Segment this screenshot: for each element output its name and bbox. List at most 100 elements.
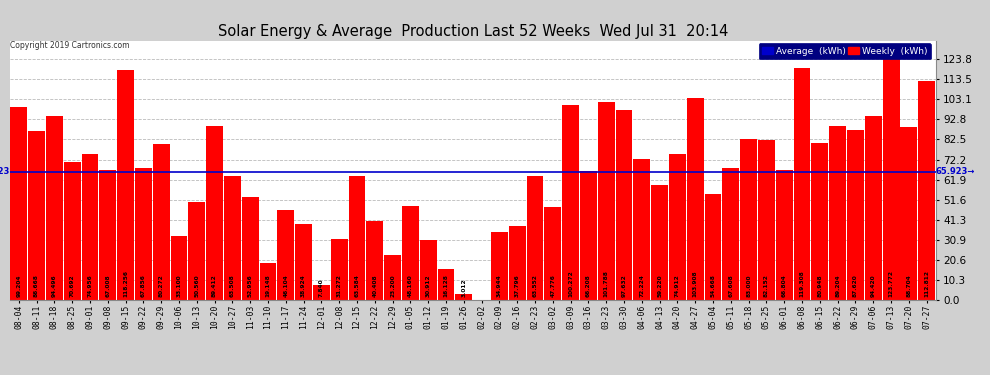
Bar [812, 142, 829, 300]
Text: 103.908: 103.908 [693, 270, 698, 297]
Text: 80.272: 80.272 [158, 274, 163, 297]
Text: 50.560: 50.560 [194, 274, 199, 297]
Text: 74.912: 74.912 [675, 274, 680, 297]
Bar [865, 116, 882, 300]
Bar [491, 232, 508, 300]
Text: 37.796: 37.796 [515, 274, 520, 297]
Bar [509, 226, 526, 300]
Text: 23.200: 23.200 [390, 274, 395, 297]
Text: 82.152: 82.152 [764, 274, 769, 297]
Legend: Average  (kWh), Weekly  (kWh): Average (kWh), Weekly (kWh) [758, 43, 931, 59]
Text: 80.948: 80.948 [818, 274, 823, 297]
Bar [259, 263, 276, 300]
Bar [741, 138, 757, 300]
Text: 47.776: 47.776 [550, 274, 555, 297]
Bar [651, 185, 668, 300]
Bar [242, 197, 258, 300]
Text: 46.104: 46.104 [283, 274, 288, 297]
Text: 86.668: 86.668 [34, 274, 39, 297]
Text: 87.620: 87.620 [853, 274, 858, 297]
Text: 38.924: 38.924 [301, 274, 306, 297]
Text: 31.272: 31.272 [337, 274, 342, 297]
Text: 67.856: 67.856 [141, 274, 146, 297]
Text: 89.412: 89.412 [212, 274, 217, 297]
Text: 7.840: 7.840 [319, 279, 324, 297]
Text: 101.788: 101.788 [604, 270, 609, 297]
Text: 54.668: 54.668 [711, 274, 716, 297]
Text: 52.956: 52.956 [248, 274, 252, 297]
Text: 83.000: 83.000 [746, 274, 751, 297]
Text: 88.704: 88.704 [907, 274, 912, 297]
Text: 48.160: 48.160 [408, 274, 413, 297]
Bar [847, 129, 864, 300]
Bar [295, 224, 312, 300]
Bar [224, 177, 241, 300]
Text: 30.912: 30.912 [426, 274, 431, 297]
Text: 94.496: 94.496 [51, 274, 56, 297]
Bar [634, 159, 650, 300]
Bar [152, 144, 169, 300]
Bar [438, 268, 454, 300]
Bar [544, 207, 561, 300]
Text: 112.812: 112.812 [924, 270, 930, 297]
Bar [562, 105, 579, 300]
Bar [366, 221, 383, 300]
Bar [527, 176, 544, 300]
Bar [794, 68, 811, 300]
Text: 119.308: 119.308 [800, 270, 805, 297]
Bar [687, 98, 704, 300]
Text: Copyright 2019 Cartronics.com: Copyright 2019 Cartronics.com [10, 41, 130, 50]
Bar [420, 240, 437, 300]
Bar [776, 170, 793, 300]
Bar [313, 285, 330, 300]
Bar [10, 107, 28, 300]
Bar [135, 168, 151, 300]
Text: 123.772: 123.772 [889, 270, 894, 297]
Bar [99, 170, 116, 300]
Text: 33.100: 33.100 [176, 274, 181, 297]
Bar [63, 162, 80, 300]
Bar [188, 202, 205, 300]
Bar [616, 110, 633, 300]
Text: 59.220: 59.220 [657, 274, 662, 297]
Title: Solar Energy & Average  Production Last 52 Weeks  Wed Jul 31  20:14: Solar Energy & Average Production Last 5… [218, 24, 728, 39]
Bar [206, 126, 223, 300]
Text: 67.608: 67.608 [729, 274, 734, 297]
Text: 66.804: 66.804 [782, 274, 787, 297]
Text: 65.923→: 65.923→ [936, 167, 975, 176]
Bar [883, 59, 900, 300]
Bar [705, 194, 722, 300]
Bar [455, 294, 472, 300]
Bar [598, 102, 615, 300]
Text: 118.256: 118.256 [123, 270, 128, 297]
Text: 97.632: 97.632 [622, 274, 627, 297]
Bar [277, 210, 294, 300]
Bar [918, 81, 936, 300]
Bar [384, 255, 401, 300]
Text: 19.148: 19.148 [265, 274, 270, 297]
Text: 63.508: 63.508 [230, 274, 235, 297]
Text: 67.008: 67.008 [105, 274, 110, 297]
Bar [46, 116, 62, 300]
Bar [348, 176, 365, 300]
Text: 70.692: 70.692 [69, 274, 74, 297]
Text: 99.204: 99.204 [16, 274, 22, 297]
Text: 63.584: 63.584 [354, 274, 359, 297]
Bar [331, 239, 347, 300]
Bar [830, 126, 846, 300]
Bar [723, 168, 740, 300]
Text: 16.128: 16.128 [444, 274, 448, 297]
Bar [402, 206, 419, 300]
Text: 34.944: 34.944 [497, 274, 502, 297]
Text: 66.208: 66.208 [586, 274, 591, 297]
Bar [580, 171, 597, 300]
Text: 89.204: 89.204 [836, 274, 841, 297]
Bar [117, 70, 134, 300]
Bar [758, 140, 775, 300]
Text: 100.272: 100.272 [568, 270, 573, 297]
Text: 63.552: 63.552 [533, 274, 538, 297]
Text: 74.956: 74.956 [87, 274, 92, 297]
Bar [81, 154, 98, 300]
Bar [170, 236, 187, 300]
Text: 94.420: 94.420 [871, 274, 876, 297]
